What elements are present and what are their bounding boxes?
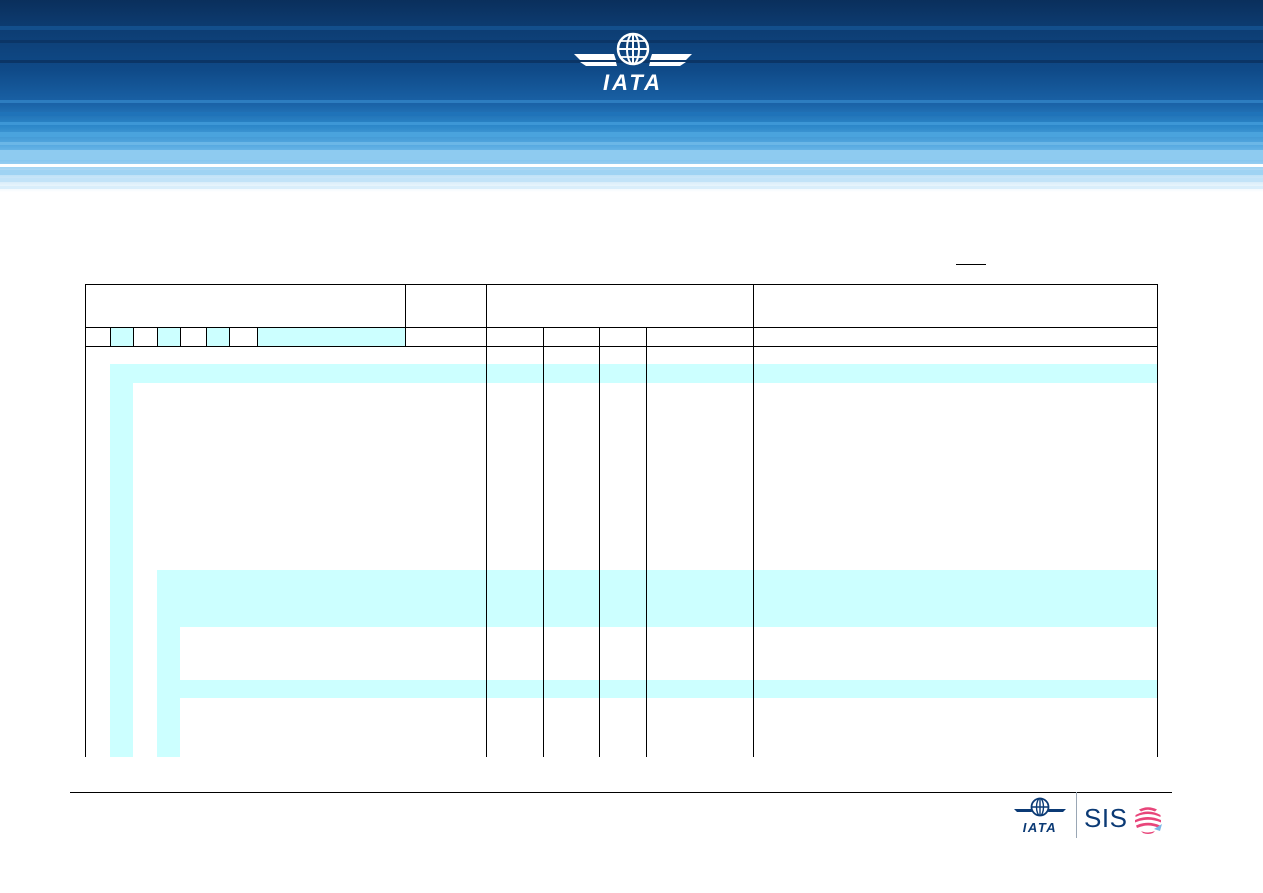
sis-sphere-icon	[1135, 807, 1162, 834]
row-level-4-band	[157, 570, 1158, 627]
iata-logo-icon: IATA	[574, 32, 692, 95]
level-4-indent-bar	[157, 627, 180, 757]
iata-logo-text: IATA	[603, 70, 663, 95]
name-col-cell	[257, 327, 405, 346]
level-6-col-cell	[206, 327, 229, 346]
sis-product-label: SIS	[1084, 803, 1128, 833]
underline-marker	[956, 264, 986, 265]
level-2-indent-bar	[110, 383, 133, 757]
row-level-2-band	[110, 364, 1158, 383]
header-banner: IATA	[0, 0, 1263, 192]
footer-rule	[70, 792, 1172, 793]
iata-footer-text: IATA	[1023, 820, 1057, 835]
row-level-4b-band	[180, 680, 1158, 698]
footer-logo-divider	[1076, 792, 1077, 838]
spec-table	[85, 284, 1158, 757]
level-2-col-cell	[110, 327, 133, 346]
iata-footer-logo-icon: IATA	[1014, 797, 1066, 835]
level-4-col-cell	[157, 327, 180, 346]
